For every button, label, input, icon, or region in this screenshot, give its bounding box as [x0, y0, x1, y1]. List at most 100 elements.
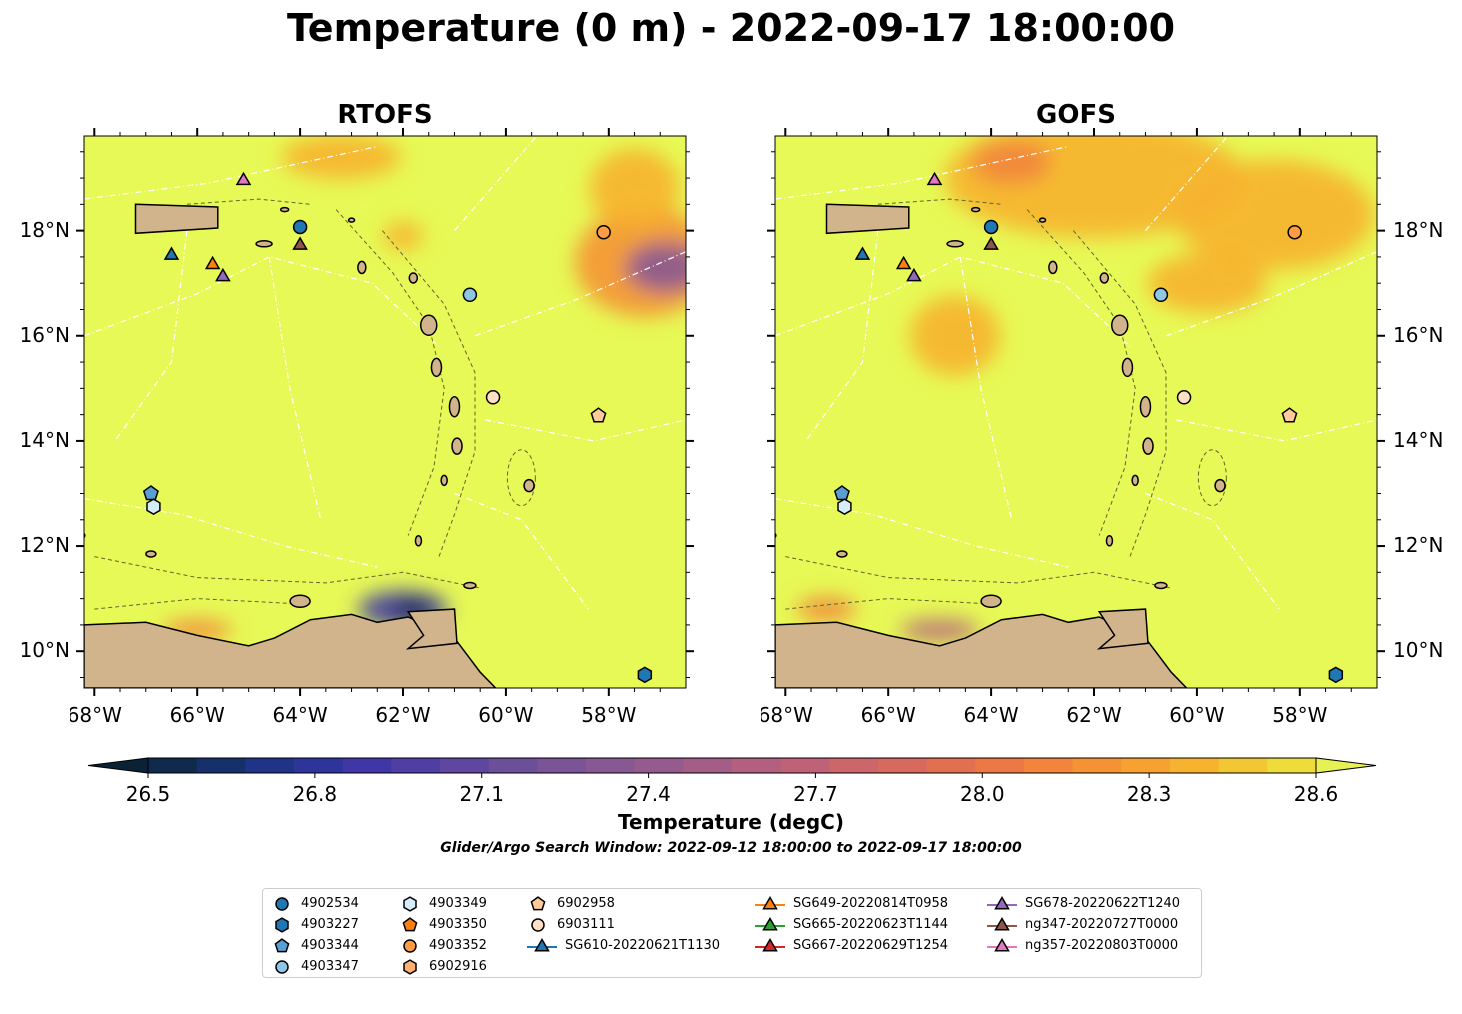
- legend-triangle-icon: [534, 937, 550, 951]
- colorbar-tick-label: 26.8: [293, 782, 338, 806]
- lon-tick-label: 68°W: [761, 703, 813, 727]
- island: [84, 532, 86, 539]
- legend-marker-icon: [530, 895, 546, 910]
- colorbar-segment: [683, 758, 733, 773]
- colorbar-segment: [245, 758, 295, 773]
- maritime-boundary: [84, 145, 378, 200]
- legend-label: SG678-20220622T1240: [1025, 896, 1181, 911]
- colorbar-segment: [148, 758, 198, 773]
- colorbar-frame: [147, 757, 1317, 774]
- colorbar-tick-label: 28.6: [1294, 782, 1339, 806]
- legend-label: 6902958: [557, 896, 615, 911]
- colorbar-segment: [1170, 758, 1220, 773]
- lat-tick-label: 12°N: [19, 533, 70, 558]
- lat-tick-label: 14°N: [19, 427, 70, 452]
- maritime-boundary: [84, 256, 440, 347]
- lon-tick-label: 58°W: [1272, 703, 1327, 727]
- marker-6902958: [1281, 407, 1298, 423]
- bathymetry-contour: [1026, 209, 1136, 536]
- legend-marker-icon: [987, 937, 1017, 951]
- colorbar-segment: [926, 758, 976, 773]
- legend-label: ng357-20220803T0000: [1025, 938, 1179, 953]
- legend-marker-icon: [755, 895, 785, 909]
- maritime-boundary: [1145, 136, 1229, 231]
- legend-circle-icon: [275, 959, 289, 974]
- lon-tick-label: 64°W: [963, 703, 1018, 727]
- legend-circle-icon: [531, 917, 545, 932]
- marker-4903352: [596, 224, 611, 240]
- marker-4903227: [1328, 666, 1344, 684]
- colorbar-segment: [586, 758, 636, 773]
- lat-tick-label: 10°N: [1393, 638, 1444, 663]
- trinidad-island: [405, 608, 458, 650]
- legend-item: 6902916: [399, 956, 487, 977]
- marker-6903111: [1176, 390, 1192, 405]
- lon-tick-label: 60°W: [1169, 703, 1224, 727]
- legend-label: SG610-20220621T1130: [565, 938, 721, 953]
- island: [1099, 272, 1110, 284]
- colorbar-segment: [732, 758, 782, 773]
- legend-marker-icon: [275, 959, 289, 974]
- legend-marker-icon: [531, 917, 545, 932]
- colorbar-segment: [294, 758, 344, 773]
- legend-label: SG665-20220623T1144: [793, 917, 949, 932]
- lat-tick-label: 18°N: [19, 217, 70, 242]
- lon-tick-label: 62°W: [375, 703, 430, 727]
- island: [1105, 535, 1114, 547]
- legend-item: ng357-20220803T0000: [987, 935, 1180, 956]
- lat-tick-label: 18°N: [1393, 217, 1444, 242]
- lon-tick-label: 66°W: [170, 703, 225, 727]
- legend-triangle-icon: [762, 895, 778, 909]
- legend-marker-icon: [755, 937, 785, 951]
- temperature-anomaly: [899, 620, 980, 641]
- lon-tick-label: 66°W: [861, 703, 916, 727]
- marker-4902534: [983, 219, 999, 235]
- island: [448, 395, 461, 418]
- lat-tick-label: 10°N: [19, 638, 70, 663]
- puerto-rico-island: [134, 203, 219, 235]
- marker-SG678: [215, 267, 231, 282]
- temperature-anomaly: [625, 242, 686, 293]
- legend-item: SG667-20220629T1254: [755, 935, 948, 956]
- marker-SG649: [204, 255, 221, 270]
- island: [440, 474, 448, 487]
- legend-label: 4902534: [301, 896, 359, 911]
- legend-pentagon-icon: [402, 916, 418, 931]
- colorbar-segment: [975, 758, 1025, 773]
- legend-column: 4902534 4903227 4903344 4903347: [271, 893, 359, 977]
- colorbar-segment: [440, 758, 490, 773]
- island: [980, 594, 1002, 609]
- temperature-anomaly: [971, 140, 1052, 185]
- island: [1121, 357, 1134, 378]
- legend-item: 4903350: [399, 914, 487, 935]
- legend-label: SG649-20220814T0958: [793, 896, 949, 911]
- colorbar-segment: [1072, 758, 1122, 773]
- legend-triangle-icon: [994, 937, 1010, 951]
- bathymetry-contour: [785, 556, 1172, 589]
- temperature-colorbar: 26.5 26.8 27.1 27.4 27.7 28.0 28.3 28.6: [87, 757, 1377, 806]
- legend-item: 6903111: [527, 914, 720, 935]
- colorbar-segment: [1218, 758, 1268, 773]
- lat-tick-label: 12°N: [1393, 533, 1444, 558]
- marker-ng357: [926, 171, 943, 186]
- bathymetry-contour: [382, 230, 476, 557]
- island: [1139, 395, 1152, 418]
- colorbar-tick-label: 27.7: [793, 782, 838, 806]
- island: [357, 260, 367, 275]
- island: [1038, 217, 1047, 223]
- marker-4903344: [142, 485, 159, 501]
- puerto-rico-island: [825, 203, 910, 235]
- island: [1110, 314, 1129, 337]
- legend-column: SG649-20220814T0958 SG665-20220623T1144 SG…: [755, 893, 948, 956]
- gofs-map: 68°W 66°W 64°W 62°W 60°W 58°W: [761, 128, 1385, 727]
- maritime-boundary: [1165, 251, 1377, 337]
- colorbar-segment: [537, 758, 587, 773]
- legend-item: 4903349: [399, 893, 487, 914]
- legend-marker-icon: [527, 937, 557, 951]
- legend-triangle-icon: [994, 916, 1010, 930]
- marker-6902958: [590, 407, 607, 423]
- lat-tick-label: 16°N: [1393, 322, 1444, 347]
- legend-triangle-icon: [762, 937, 778, 951]
- island: [279, 206, 290, 213]
- maritime-boundary: [775, 498, 1069, 568]
